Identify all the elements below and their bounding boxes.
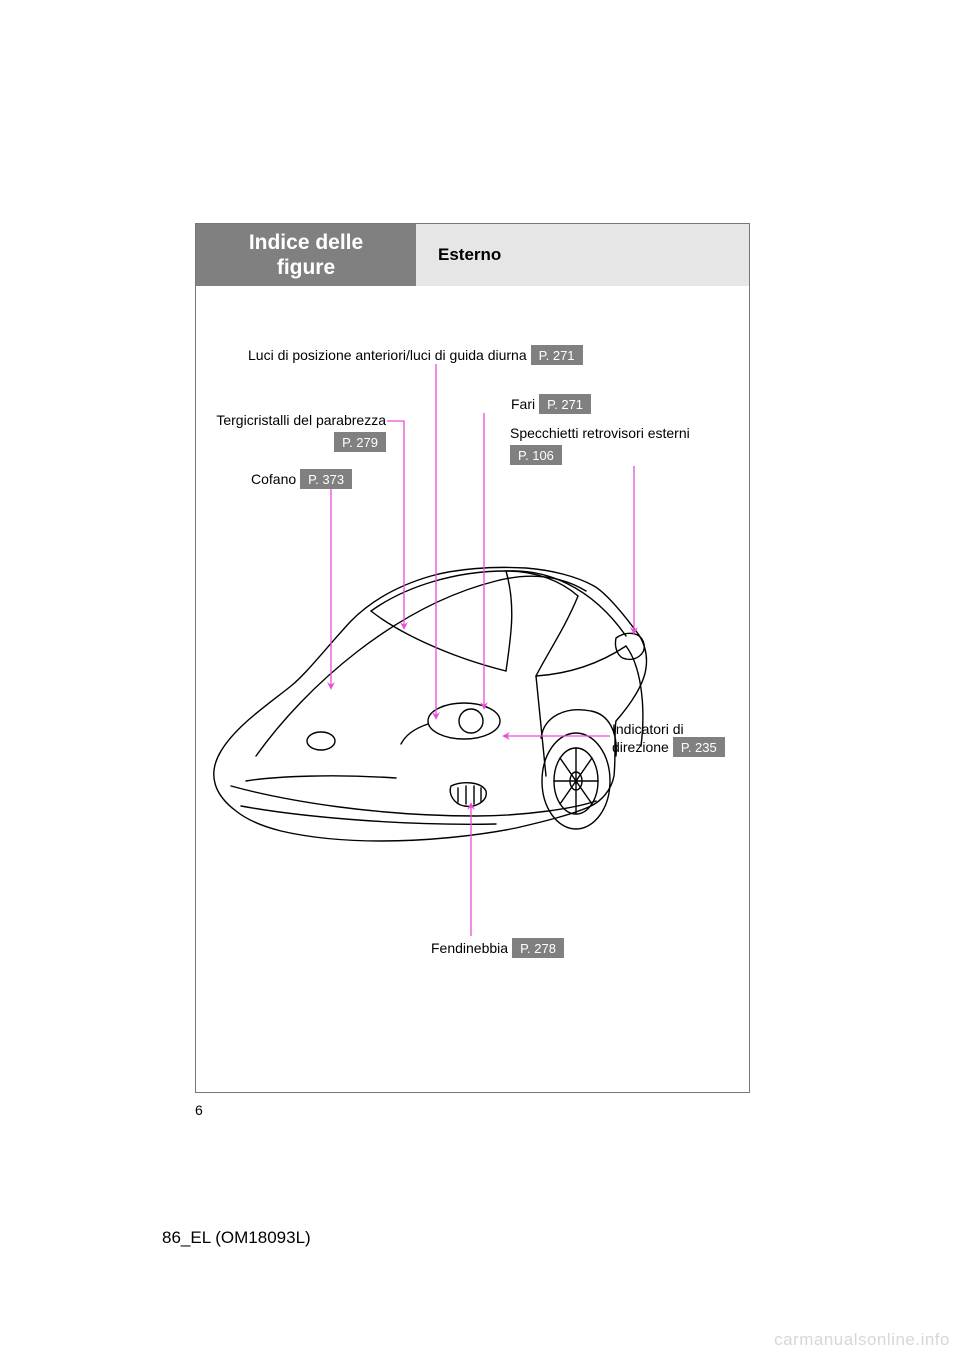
page-header: Indice delle figure Esterno xyxy=(196,224,749,286)
callout-posizione-label: Luci di posizione anteriori/luci di guid… xyxy=(248,347,527,363)
header-title-line2: figure xyxy=(277,255,335,280)
car-diagram xyxy=(196,286,751,1086)
watermark: carmanualsonline.info xyxy=(774,1330,950,1350)
callout-fendinebbia: Fendinebbia P. 278 xyxy=(431,938,564,958)
callout-fari: Fari P. 271 xyxy=(511,394,591,414)
callout-specchietti-label: Specchietti retrovisori esterni xyxy=(510,425,690,441)
callout-indicatori-line1: Indicatori di xyxy=(612,721,725,737)
content-frame: Indice delle figure Esterno Luci di posi… xyxy=(195,223,750,1093)
callout-fari-label: Fari xyxy=(511,396,535,412)
callout-specchietti: Specchietti retrovisori esterni P. 106 xyxy=(510,425,690,465)
callout-indicatori-page[interactable]: P. 235 xyxy=(673,737,725,757)
page: Indice delle figure Esterno Luci di posi… xyxy=(0,0,960,1358)
callout-tergicristalli: Tergicristalli del parabrezza P. 279 xyxy=(206,412,386,452)
callout-tergicristalli-label: Tergicristalli del parabrezza xyxy=(206,412,386,428)
callout-cofano: Cofano P. 373 xyxy=(251,469,352,489)
callout-fendinebbia-label: Fendinebbia xyxy=(431,940,508,956)
callout-tergicristalli-page[interactable]: P. 279 xyxy=(334,432,386,452)
callout-posizione-page[interactable]: P. 271 xyxy=(531,345,583,365)
callout-fari-page[interactable]: P. 271 xyxy=(539,394,591,414)
callout-indicatori-line2: direzione xyxy=(612,739,669,755)
doc-code: 86_EL (OM18093L) xyxy=(162,1228,311,1248)
header-section: Esterno xyxy=(416,224,749,286)
callout-fendinebbia-page[interactable]: P. 278 xyxy=(512,938,564,958)
page-number: 6 xyxy=(195,1102,203,1118)
diagram-area: Luci di posizione anteriori/luci di guid… xyxy=(196,286,749,1086)
callout-posizione: Luci di posizione anteriori/luci di guid… xyxy=(248,345,583,365)
header-section-label: Esterno xyxy=(438,245,501,265)
callout-indicatori: Indicatori di direzione P. 235 xyxy=(612,721,725,757)
header-title-line1: Indice delle xyxy=(249,230,363,255)
callout-cofano-label: Cofano xyxy=(251,471,296,487)
header-title-block: Indice delle figure xyxy=(196,224,416,286)
callout-cofano-page[interactable]: P. 373 xyxy=(300,469,352,489)
callout-specchietti-page[interactable]: P. 106 xyxy=(510,445,562,465)
